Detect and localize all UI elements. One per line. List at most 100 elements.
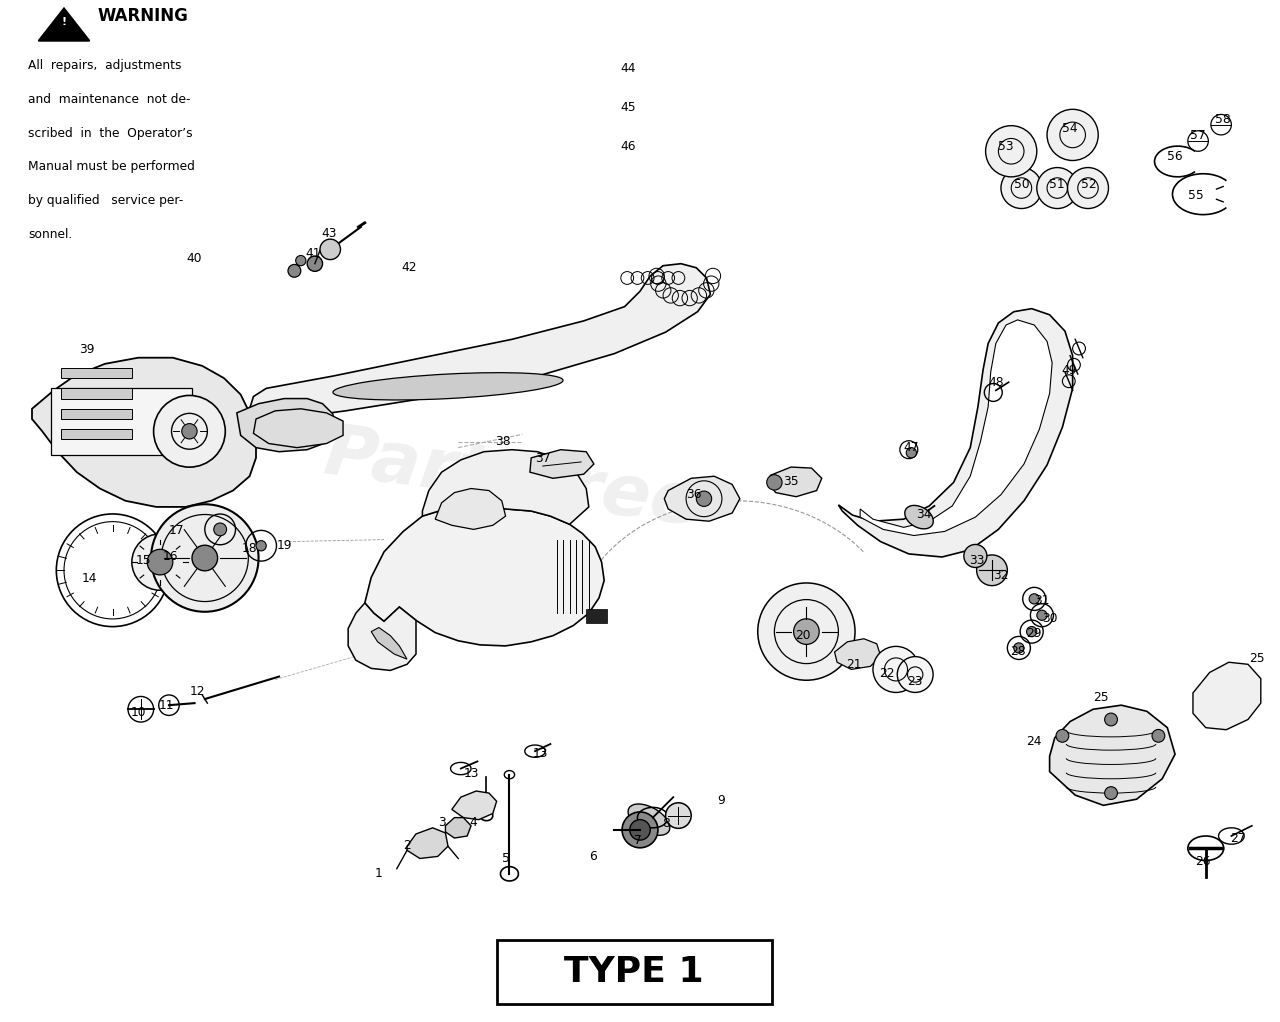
Text: 45: 45 — [621, 101, 636, 113]
Circle shape — [192, 545, 218, 571]
Circle shape — [132, 533, 188, 591]
Circle shape — [1001, 168, 1042, 208]
Text: 18: 18 — [242, 543, 257, 555]
Bar — [61, 429, 132, 439]
Ellipse shape — [333, 373, 563, 400]
Circle shape — [986, 126, 1037, 177]
Bar — [61, 368, 132, 378]
Text: 8: 8 — [662, 818, 669, 830]
Text: 22: 22 — [879, 667, 895, 680]
Circle shape — [1068, 168, 1108, 208]
Circle shape — [897, 656, 933, 693]
Text: 55: 55 — [1188, 189, 1203, 201]
Text: 25: 25 — [1093, 691, 1108, 703]
Text: 25: 25 — [1249, 652, 1265, 664]
Text: 28: 28 — [1010, 645, 1025, 657]
Text: 15: 15 — [136, 554, 151, 566]
Text: 23: 23 — [908, 676, 923, 688]
Circle shape — [622, 811, 658, 848]
Text: 50: 50 — [1014, 179, 1029, 191]
Circle shape — [1105, 713, 1117, 726]
Polygon shape — [445, 818, 471, 838]
Circle shape — [182, 423, 197, 439]
Text: 21: 21 — [846, 658, 861, 670]
Text: 35: 35 — [783, 475, 799, 487]
Text: All  repairs,  adjustments: All repairs, adjustments — [28, 59, 182, 73]
Text: 12: 12 — [189, 686, 205, 698]
Circle shape — [977, 555, 1007, 586]
Polygon shape — [407, 828, 448, 858]
Text: 7: 7 — [634, 834, 641, 846]
Text: 44: 44 — [621, 62, 636, 75]
Circle shape — [307, 256, 323, 272]
Circle shape — [288, 265, 301, 277]
Polygon shape — [835, 639, 881, 669]
Text: scribed  in  the  Operator’s: scribed in the Operator’s — [28, 127, 193, 140]
Polygon shape — [253, 409, 343, 448]
Circle shape — [154, 396, 225, 467]
Text: Manual must be performed: Manual must be performed — [28, 160, 195, 174]
Circle shape — [794, 618, 819, 645]
Circle shape — [964, 545, 987, 567]
Circle shape — [696, 491, 712, 507]
Text: 30: 30 — [1042, 612, 1057, 624]
Bar — [51, 388, 192, 455]
Text: WARNING: WARNING — [97, 7, 188, 26]
Text: 47: 47 — [904, 442, 919, 454]
Polygon shape — [838, 309, 1073, 557]
Circle shape — [256, 541, 266, 551]
Text: 58: 58 — [1215, 113, 1230, 126]
Polygon shape — [860, 320, 1052, 536]
Circle shape — [320, 239, 340, 260]
Polygon shape — [250, 264, 710, 427]
Text: sonnel.: sonnel. — [28, 228, 73, 241]
Text: 51: 51 — [1050, 179, 1065, 191]
Polygon shape — [38, 8, 90, 41]
Text: 38: 38 — [495, 435, 511, 448]
Text: Partstree: Partstree — [320, 420, 704, 541]
Text: 52: 52 — [1082, 179, 1097, 191]
Text: 31: 31 — [1034, 595, 1050, 607]
Circle shape — [1047, 109, 1098, 160]
Text: 33: 33 — [969, 554, 984, 566]
Text: 13: 13 — [532, 747, 548, 759]
Text: 48: 48 — [988, 376, 1004, 388]
Text: 1: 1 — [375, 868, 383, 880]
Text: 10: 10 — [131, 706, 146, 718]
Text: 3: 3 — [438, 817, 445, 829]
Polygon shape — [348, 603, 416, 670]
Text: 34: 34 — [916, 508, 932, 520]
Circle shape — [758, 583, 855, 681]
Text: 16: 16 — [163, 551, 178, 563]
Circle shape — [1056, 730, 1069, 742]
Text: 32: 32 — [993, 569, 1009, 582]
Polygon shape — [452, 791, 497, 820]
Text: 29: 29 — [1027, 628, 1042, 640]
Text: 27: 27 — [1230, 832, 1245, 844]
Polygon shape — [237, 399, 335, 452]
Text: 9: 9 — [717, 794, 724, 806]
Text: 6: 6 — [589, 850, 596, 863]
Text: 36: 36 — [686, 489, 701, 501]
Ellipse shape — [905, 506, 933, 528]
Text: 57: 57 — [1190, 130, 1206, 142]
Circle shape — [147, 549, 173, 575]
Circle shape — [1037, 168, 1078, 208]
Text: by qualified   service per-: by qualified service per- — [28, 194, 183, 207]
Text: 19: 19 — [276, 540, 292, 552]
Text: 26: 26 — [1196, 855, 1211, 868]
Polygon shape — [435, 489, 506, 529]
Text: 42: 42 — [402, 262, 417, 274]
Circle shape — [214, 523, 227, 536]
Text: 56: 56 — [1167, 150, 1183, 162]
Polygon shape — [1050, 705, 1175, 805]
Text: 13: 13 — [463, 768, 479, 780]
Text: 37: 37 — [535, 453, 550, 465]
Circle shape — [151, 504, 259, 612]
Text: 14: 14 — [82, 572, 97, 585]
Text: 41: 41 — [306, 247, 321, 260]
Polygon shape — [530, 450, 594, 478]
Polygon shape — [365, 506, 604, 646]
Circle shape — [1027, 626, 1037, 637]
Text: 49: 49 — [1061, 365, 1076, 377]
